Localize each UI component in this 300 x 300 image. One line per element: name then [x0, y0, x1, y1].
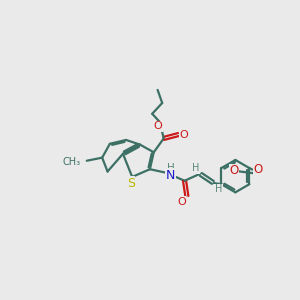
Text: N: N — [166, 169, 175, 182]
Text: H: H — [167, 164, 175, 173]
Text: CH₃: CH₃ — [62, 157, 81, 166]
Text: H: H — [215, 184, 222, 194]
Text: O: O — [229, 164, 239, 177]
Text: O: O — [179, 130, 188, 140]
Text: O: O — [253, 163, 262, 176]
Text: O: O — [177, 196, 186, 206]
Text: O: O — [153, 121, 162, 131]
Text: S: S — [127, 177, 135, 190]
Text: H: H — [192, 164, 199, 173]
